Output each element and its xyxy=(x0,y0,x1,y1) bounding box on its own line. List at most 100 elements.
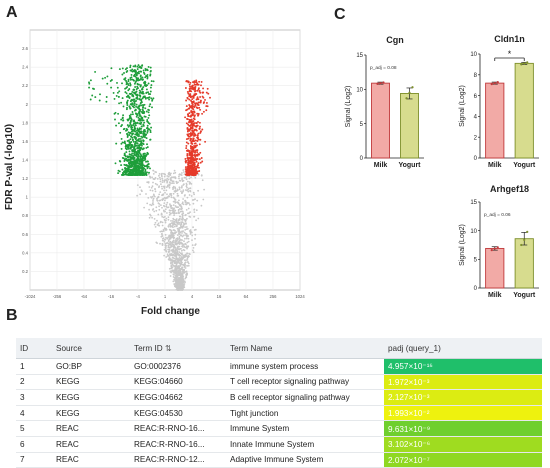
volcano-point-down xyxy=(133,106,135,109)
bar-y-axis-label: Signal (Log2) xyxy=(459,224,466,266)
table-row[interactable]: 1 GO:BP GO:0002376 immune system process 4.9… xyxy=(16,358,542,375)
header-padj[interactable]: padj (query_1) xyxy=(384,338,542,359)
volcano-point-down xyxy=(140,171,143,173)
volcano-point-ns xyxy=(184,254,187,257)
volcano-point-ns xyxy=(161,244,164,247)
volcano-point-up xyxy=(199,131,202,134)
volcano-point-up xyxy=(195,125,197,128)
volcano-point-down xyxy=(124,164,127,167)
volcano-point-ns xyxy=(157,202,160,205)
volcano-x-tick: 256 xyxy=(270,294,278,299)
table-header-row: ID Source Term ID ⇅ Term Name padj (quer… xyxy=(16,338,542,359)
header-source[interactable]: Source xyxy=(52,338,130,359)
bar-y-tick: 4 xyxy=(474,115,478,121)
volcano-point-down xyxy=(146,143,148,146)
volcano-point-up xyxy=(184,116,187,119)
table-row[interactable]: 6 REAC REAC:R-RNO-16... Innate Immune Syste… xyxy=(16,436,542,453)
volcano-point-up xyxy=(191,139,194,142)
table-row[interactable]: 5 REAC REAC:R-RNO-16... Immune System 9.631×… xyxy=(16,420,542,437)
volcano-point-ns xyxy=(170,261,172,264)
volcano-point-ns xyxy=(149,189,152,192)
volcano-point-down xyxy=(143,121,146,124)
volcano-point-down xyxy=(141,136,144,139)
header-term-name[interactable]: Term Name xyxy=(226,338,384,359)
volcano-point-ns xyxy=(179,224,182,227)
volcano-point-up xyxy=(188,98,191,101)
volcano-point-down xyxy=(123,127,126,130)
volcano-point-down xyxy=(120,137,123,140)
volcano-point-ns xyxy=(168,248,171,251)
volcano-point-ns xyxy=(143,206,146,209)
volcano-point-ns xyxy=(150,204,153,207)
volcano-point-down xyxy=(130,130,133,133)
volcano-point-ns xyxy=(182,203,185,206)
cell-term-name: Tight junction xyxy=(226,405,384,422)
sort-icon[interactable]: ⇅ xyxy=(164,343,172,353)
volcano-point-ns xyxy=(153,178,156,180)
volcano-point-down xyxy=(94,96,97,99)
volcano-point-down xyxy=(123,72,125,74)
volcano-point-down xyxy=(116,91,119,94)
volcano-point-up xyxy=(194,154,197,157)
table-row[interactable]: 2 KEGG KEGG:04660 T cell receptor signaling… xyxy=(16,374,542,391)
volcano-point-down xyxy=(130,73,133,76)
volcano-point-ns xyxy=(178,212,181,214)
volcano-point-up xyxy=(187,123,190,126)
volcano-point-ns xyxy=(185,236,188,238)
volcano-point-down xyxy=(139,158,142,161)
volcano-point-up xyxy=(193,81,196,84)
volcano-point-down xyxy=(133,88,136,91)
volcano-point-ns xyxy=(173,260,176,262)
volcano-point-down xyxy=(129,153,132,156)
volcano-point-down xyxy=(147,82,150,85)
volcano-point-down xyxy=(142,166,145,169)
volcano-point-ns xyxy=(178,218,181,221)
volcano-point-down xyxy=(144,157,147,160)
volcano-point-up xyxy=(196,151,199,154)
volcano-point-down xyxy=(135,133,138,136)
table-row[interactable]: 4 KEGG KEGG:04530 Tight junction 1.993×10⁻² xyxy=(16,405,542,422)
volcano-point-ns xyxy=(175,254,178,256)
volcano-point-ns xyxy=(181,232,183,234)
volcano-point-ns xyxy=(171,262,174,264)
volcano-point-ns xyxy=(161,172,163,175)
cell-source: REAC xyxy=(52,420,130,437)
volcano-point-ns xyxy=(179,254,182,257)
volcano-point-ns xyxy=(178,188,181,191)
volcano-point-up xyxy=(187,142,190,145)
volcano-point-ns xyxy=(187,180,189,183)
header-term-id[interactable]: Term ID ⇅ xyxy=(130,338,226,359)
volcano-point-ns xyxy=(156,219,158,222)
volcano-point-down xyxy=(138,150,141,153)
volcano-point-ns xyxy=(184,265,186,267)
volcano-point-ns xyxy=(176,288,179,291)
volcano-point-up xyxy=(192,159,195,162)
volcano-point-ns xyxy=(155,206,158,209)
bar-data-point xyxy=(405,97,408,100)
table-row[interactable]: 7 REAC REAC:R-RNO-12... Adaptive Immune Sys… xyxy=(16,452,542,468)
volcano-point-ns xyxy=(136,184,139,187)
volcano-point-up xyxy=(185,80,188,82)
volcano-point-ns xyxy=(158,173,161,175)
volcano-point-ns xyxy=(184,246,187,249)
volcano-point-up xyxy=(189,93,192,96)
bar-data-point xyxy=(411,86,414,89)
volcano-point-up xyxy=(201,112,204,115)
volcano-y-tick: 0.4 xyxy=(22,250,28,255)
header-id[interactable]: ID xyxy=(16,338,52,359)
volcano-point-ns xyxy=(185,276,187,279)
volcano-point-down xyxy=(132,94,135,97)
table-row[interactable]: 3 KEGG KEGG:04662 B cell receptor signaling… xyxy=(16,389,542,406)
volcano-point-down xyxy=(142,132,145,135)
volcano-point-down xyxy=(132,124,135,126)
volcano-point-ns xyxy=(173,209,175,211)
volcano-point-down xyxy=(133,173,135,176)
volcano-point-down xyxy=(121,168,124,171)
volcano-point-ns xyxy=(172,204,175,207)
volcano-point-down xyxy=(132,132,134,135)
volcano-point-ns xyxy=(172,185,175,188)
volcano-point-ns xyxy=(168,213,171,216)
volcano-point-up xyxy=(198,158,201,161)
volcano-point-down xyxy=(129,147,132,150)
volcano-point-up xyxy=(188,128,191,131)
